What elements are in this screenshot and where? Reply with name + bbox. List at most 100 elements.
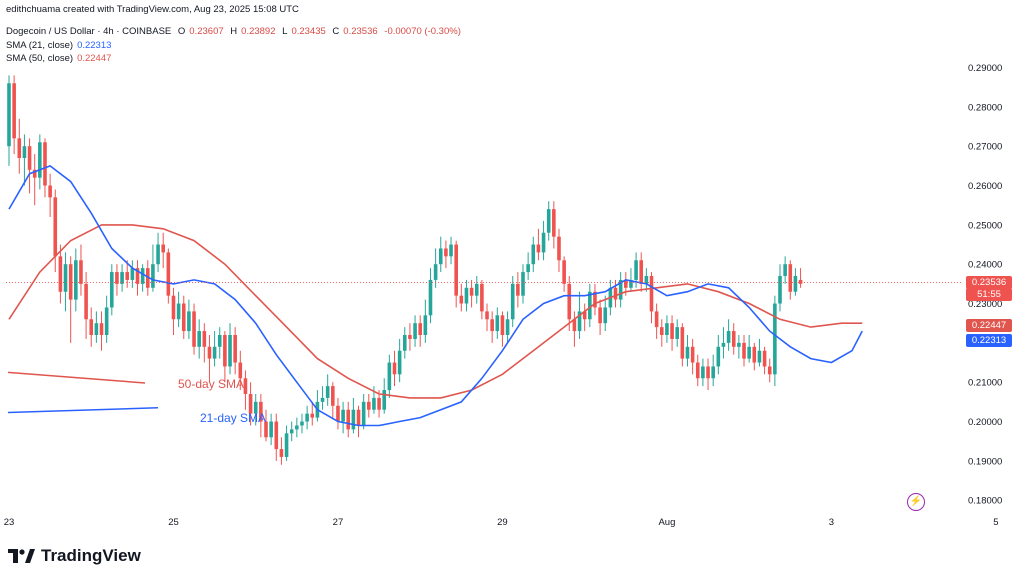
chart-credit: edithchuama created with TradingView.com… <box>6 4 299 15</box>
candle-body <box>536 244 541 253</box>
axis-layer: 0.29000 0.28000 0.27000 0.26000 0.25000 0.240… <box>4 63 1003 528</box>
candle-body <box>783 264 787 276</box>
sma50-line <box>8 224 863 399</box>
sma50-legend[interactable]: SMA (50, close) 0.22447 <box>6 53 115 64</box>
candle-body <box>665 323 669 335</box>
candle-body <box>187 311 191 332</box>
candle-body <box>659 327 664 335</box>
candle-body <box>757 350 762 363</box>
candle-body <box>562 260 566 284</box>
candle-body <box>788 264 793 292</box>
candle-body <box>305 413 309 422</box>
candle-body <box>125 272 130 280</box>
sma21-annotation-stroke <box>7 407 159 414</box>
candle-body <box>510 283 515 320</box>
x-tick-label: 25 <box>168 517 179 528</box>
candle-body <box>197 331 201 347</box>
candle-body <box>613 287 618 300</box>
candle-body <box>773 303 777 375</box>
candle-body <box>742 342 746 359</box>
tradingview-logo-icon <box>8 549 35 563</box>
candle-body <box>644 276 649 284</box>
candle-body <box>161 244 165 253</box>
candle-body <box>356 409 361 426</box>
high-value: 0.23892 <box>241 26 276 37</box>
candle-body <box>295 425 299 430</box>
countdown-tag: 51:55 <box>966 288 1012 301</box>
candle-body <box>731 331 736 347</box>
candle-body <box>104 307 109 335</box>
candle-body <box>629 279 633 288</box>
candle-body <box>577 311 582 332</box>
lightning-replay-icon[interactable]: ⚡ <box>907 493 925 511</box>
candle-body <box>17 138 22 158</box>
candle-body <box>12 83 16 139</box>
sma50-annotation-stroke <box>7 371 146 384</box>
candle-body <box>413 323 417 339</box>
candle-body <box>505 319 510 335</box>
candle-body <box>74 260 78 300</box>
candle-body <box>120 272 124 284</box>
candle-body <box>654 311 659 328</box>
candle-body <box>438 248 443 265</box>
sma-layer <box>8 164 863 427</box>
candle-body <box>469 287 474 296</box>
x-tick-label: Aug <box>658 517 675 528</box>
symbol-name: Dogecoin / US Dollar · 4h · COINBASE <box>6 26 172 37</box>
candle-body <box>402 335 407 351</box>
candle-body <box>670 323 674 339</box>
tradingview-logo[interactable]: TradingView <box>8 546 141 566</box>
candle-body <box>27 146 32 170</box>
candle-body <box>449 244 453 257</box>
candle-body <box>320 397 325 402</box>
candle-body <box>433 264 438 280</box>
sma50-value: 0.22447 <box>77 53 112 64</box>
candle-body <box>474 283 479 296</box>
candle-body <box>48 185 52 198</box>
candle-body <box>500 315 505 335</box>
y-tick-label: 0.24000 <box>968 260 1002 271</box>
y-tick-label: 0.28000 <box>968 102 1002 113</box>
x-tick-label: 27 <box>333 517 344 528</box>
candle-body <box>711 366 715 379</box>
candle-body <box>572 319 577 332</box>
high-label: H <box>230 26 238 37</box>
candle-body <box>521 272 525 296</box>
candle-body <box>63 264 68 292</box>
candle-body <box>531 244 536 265</box>
candle-body <box>634 260 638 280</box>
close-label: C <box>332 26 340 37</box>
candle-body <box>94 323 99 335</box>
sma21-legend[interactable]: SMA (21, close) 0.22313 <box>6 40 115 51</box>
candle-body <box>68 264 73 300</box>
candle-body <box>140 268 145 284</box>
candle-body <box>192 311 196 347</box>
candle-body <box>428 279 433 316</box>
x-tick-label: 5 <box>993 517 998 528</box>
candle-body <box>253 401 258 414</box>
sma21-price-tag: 0.22313 <box>966 334 1012 347</box>
candle-body <box>217 335 222 347</box>
symbol-legend: Dogecoin / US Dollar · 4h · COINBASE O 0.… <box>6 26 465 37</box>
low-label: L <box>282 26 288 37</box>
y-tick-label: 0.21000 <box>968 378 1002 389</box>
candle-body <box>423 315 428 335</box>
sma21-value: 0.22313 <box>77 40 112 51</box>
candle-body <box>351 409 356 430</box>
candle-body <box>212 346 217 359</box>
candle-body <box>53 197 58 257</box>
candle-body <box>289 429 294 434</box>
candle-body <box>464 287 469 304</box>
candle-body <box>38 142 42 178</box>
candle-body <box>639 260 644 284</box>
y-tick-label: 0.19000 <box>968 456 1002 467</box>
candle-body <box>726 331 731 343</box>
candle-body <box>567 283 572 320</box>
candle-body <box>546 209 551 233</box>
candle-body <box>166 252 171 296</box>
y-tick-label: 0.20000 <box>968 417 1002 428</box>
candle-body <box>202 331 207 347</box>
candle-body <box>115 272 119 284</box>
candle-body <box>408 335 412 339</box>
